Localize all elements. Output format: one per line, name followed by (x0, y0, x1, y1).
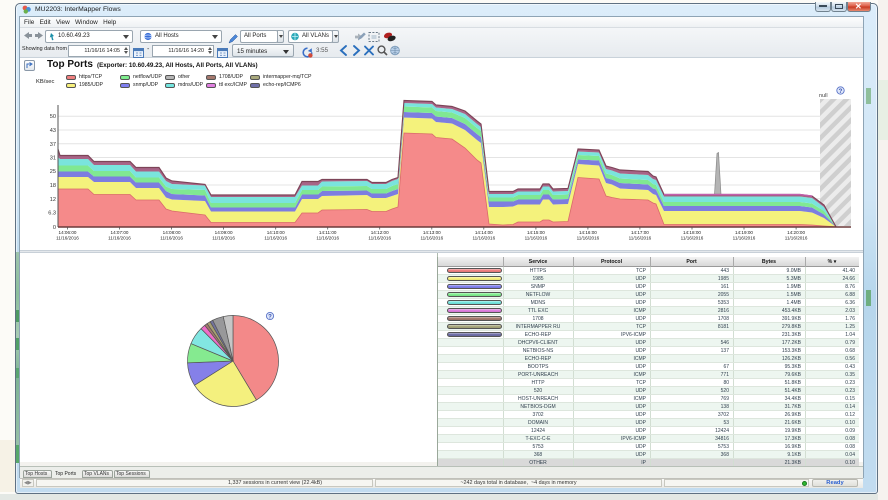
svg-text:14:06:00: 14:06:00 (59, 230, 77, 235)
svg-text:18: 18 (50, 183, 56, 189)
svg-text:11/16/2016: 11/16/2016 (160, 235, 183, 240)
svg-text:11/16/2016: 11/16/2016 (629, 235, 652, 240)
svg-text:11/16/2016: 11/16/2016 (264, 235, 287, 240)
svg-text:11/16/2016: 11/16/2016 (733, 235, 756, 240)
svg-text:14:08:00: 14:08:00 (163, 230, 181, 235)
svg-text:11/16/2016: 11/16/2016 (472, 235, 495, 240)
svg-text:14:17:00: 14:17:00 (631, 230, 649, 235)
svg-text:14:10:00: 14:10:00 (267, 230, 285, 235)
svg-text:11/16/2016: 11/16/2016 (525, 235, 548, 240)
svg-text:11/16/2016: 11/16/2016 (785, 235, 808, 240)
svg-text:14:09:00: 14:09:00 (215, 230, 233, 235)
svg-text:?: ? (268, 315, 272, 321)
svg-text:?: ? (839, 89, 843, 95)
svg-text:37: 37 (50, 142, 56, 148)
svg-text:null: null (819, 93, 828, 99)
svg-text:11/16/2016: 11/16/2016 (681, 235, 704, 240)
svg-text:11/16/2016: 11/16/2016 (212, 235, 235, 240)
svg-text:25: 25 (50, 169, 56, 175)
svg-text:31: 31 (50, 156, 56, 162)
svg-text:14:12:00: 14:12:00 (371, 230, 389, 235)
svg-text:0: 0 (53, 225, 56, 231)
svg-text:12: 12 (50, 197, 56, 203)
svg-text:14:14:00: 14:14:00 (475, 230, 493, 235)
svg-text:11/16/2016: 11/16/2016 (420, 235, 443, 240)
svg-text:50: 50 (50, 114, 56, 120)
svg-text:14:19:00: 14:19:00 (735, 230, 753, 235)
svg-text:6.3: 6.3 (48, 211, 56, 217)
svg-text:43: 43 (50, 128, 56, 134)
svg-text:14:15:00: 14:15:00 (527, 230, 545, 235)
svg-text:11/16/2016: 11/16/2016 (108, 235, 131, 240)
svg-text:11/16/2016: 11/16/2016 (316, 235, 339, 240)
svg-text:14:20:00: 14:20:00 (787, 230, 805, 235)
svg-text:14:16:00: 14:16:00 (579, 230, 597, 235)
svg-text:14:13:00: 14:13:00 (423, 230, 441, 235)
svg-text:11/16/2016: 11/16/2016 (368, 235, 391, 240)
svg-text:14:18:00: 14:18:00 (683, 230, 701, 235)
svg-text:14:07:00: 14:07:00 (111, 230, 129, 235)
svg-text:11/16/2016: 11/16/2016 (577, 235, 600, 240)
svg-text:14:11:00: 14:11:00 (319, 230, 337, 235)
svg-text:11/16/2016: 11/16/2016 (56, 235, 79, 240)
